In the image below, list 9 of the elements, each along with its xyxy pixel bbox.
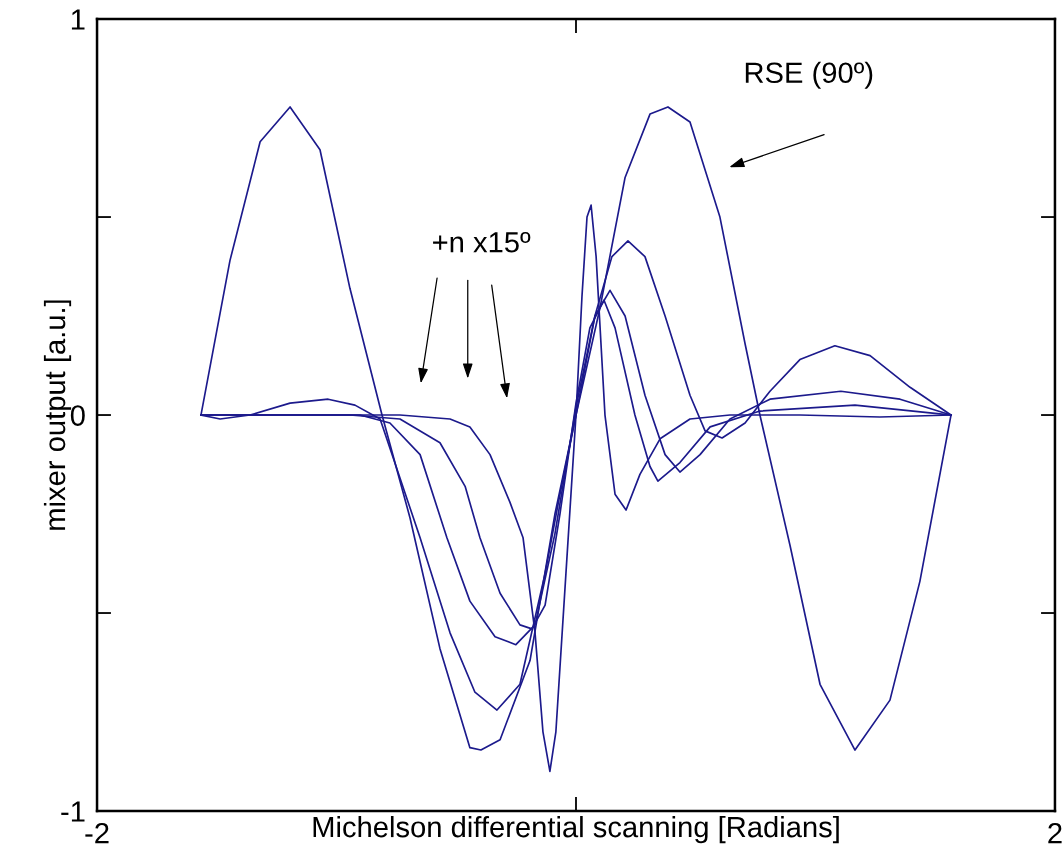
y-tick-label: -1 <box>61 801 85 822</box>
x-tick-label: 2 <box>1048 822 1062 844</box>
annotation: RSE (90º) <box>745 61 873 89</box>
y-axis-title: mixer output [a.u.] <box>43 300 72 530</box>
y-tick-label: 0 <box>70 405 85 426</box>
x-tick-label: -2 <box>85 822 109 844</box>
annotation: +n x15º <box>433 231 531 253</box>
x-axis-title: Michelson differential scanning [Radians] <box>313 815 839 844</box>
y-tick-label: 1 <box>71 9 85 30</box>
